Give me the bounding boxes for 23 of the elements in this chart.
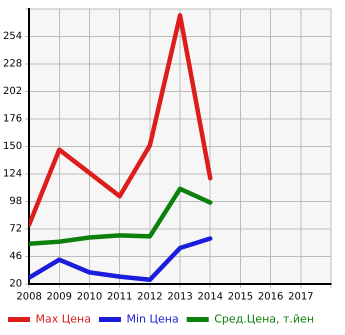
legend-label: Сред.Цена, т.йен xyxy=(214,312,314,326)
x-tick-label: 2009 xyxy=(46,292,72,303)
y-tick-label: 202 xyxy=(2,86,22,98)
y-tick-label: 228 xyxy=(2,58,22,70)
x-tick-label: 2016 xyxy=(258,292,284,303)
x-tick-label: 2012 xyxy=(137,292,163,303)
legend-label: Min Цена xyxy=(126,312,179,326)
y-tick-label: 72 xyxy=(9,224,22,235)
y-tick-label: 46 xyxy=(9,251,22,262)
y-tick-label: 254 xyxy=(2,31,22,42)
y-tick-label: 150 xyxy=(2,141,22,152)
x-tick-label: 2010 xyxy=(76,292,102,303)
x-tick-label: 2014 xyxy=(198,292,223,303)
x-tick-label: 2017 xyxy=(288,292,314,303)
y-tick-label: 124 xyxy=(2,168,22,180)
x-tick-label: 2008 xyxy=(16,292,42,303)
x-tick-label: 2015 xyxy=(228,292,254,303)
legend-label: Max Цена xyxy=(36,312,91,326)
x-tick-label: 2013 xyxy=(167,292,193,303)
y-tick-label: 20 xyxy=(9,278,22,290)
x-tick-label: 2011 xyxy=(106,292,132,303)
y-tick-label: 176 xyxy=(2,114,22,125)
y-tick-label: 98 xyxy=(9,196,22,208)
